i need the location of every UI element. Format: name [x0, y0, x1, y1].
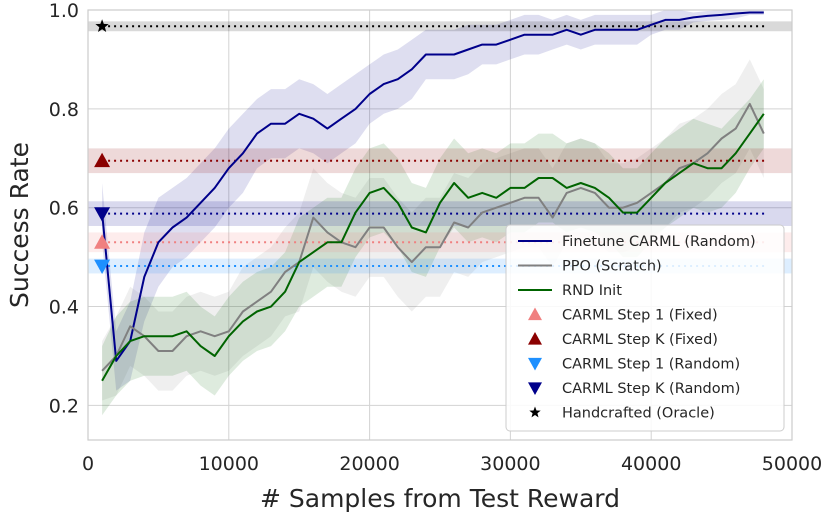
- x-tick-label: 30000: [480, 453, 540, 475]
- legend-swatch-7: [529, 406, 541, 418]
- legend-label-4: CARML Step K (Fixed): [562, 332, 718, 348]
- reference-marker-1: [94, 152, 111, 168]
- legend-label-0: Finetune CARML (Random): [562, 234, 756, 250]
- x-axis-label: # Samples from Test Reward: [260, 484, 620, 513]
- legend-swatch-4: [528, 332, 542, 345]
- y-tick-labels: 0.2 0.4 0.6 0.8 1.0: [49, 0, 79, 417]
- series-band-0: [102, 10, 764, 391]
- legend-label-5: CARML Step 1 (Random): [562, 357, 740, 373]
- y-tick-label: 0.2: [49, 395, 79, 417]
- y-tick-label: 0.8: [49, 99, 79, 121]
- x-tick-label: 20000: [339, 453, 399, 475]
- series-line-0: [101, 11, 764, 362]
- y-tick-label: 0.4: [49, 297, 79, 319]
- y-tick-label: 1.0: [49, 0, 79, 22]
- y-axis-label: Success Rate: [5, 142, 34, 308]
- x-tick-label: 10000: [199, 453, 259, 475]
- x-tick-label: 50000: [762, 453, 822, 475]
- y-tick-label: 0.6: [49, 198, 79, 220]
- reference-marker-4: [95, 19, 109, 32]
- legend-label-2: RND Init: [562, 283, 622, 299]
- x-tick-label: 40000: [621, 453, 681, 475]
- series-lines: [101, 11, 765, 382]
- reference-markers: [94, 19, 111, 275]
- series-line-1: [101, 102, 765, 372]
- legend-label-1: PPO (Scratch): [562, 259, 662, 275]
- legend-box: [505, 224, 785, 432]
- reference-marker-2: [94, 259, 111, 275]
- legend-label-3: CARML Step 1 (Fixed): [562, 308, 718, 324]
- x-tick-label: 0: [82, 453, 94, 475]
- x-tick-labels: 0 10000 20000 30000 40000 50000: [82, 453, 822, 475]
- legend-label-7: Handcrafted (Oracle): [562, 406, 715, 422]
- series-line-2: [101, 113, 765, 382]
- reference-marker-3: [94, 207, 111, 222]
- legend-swatch-5: [528, 357, 542, 371]
- legend-label-6: CARML Step K (Random): [562, 381, 740, 397]
- reference-marker-0: [94, 234, 111, 249]
- legend: Finetune CARML (Random) PPO (Scratch) RND …: [505, 224, 785, 432]
- plot-frame: [87, 9, 793, 441]
- legend-swatch-6: [528, 382, 542, 395]
- legend-swatch-3: [528, 307, 542, 321]
- series-band-1: [102, 59, 764, 401]
